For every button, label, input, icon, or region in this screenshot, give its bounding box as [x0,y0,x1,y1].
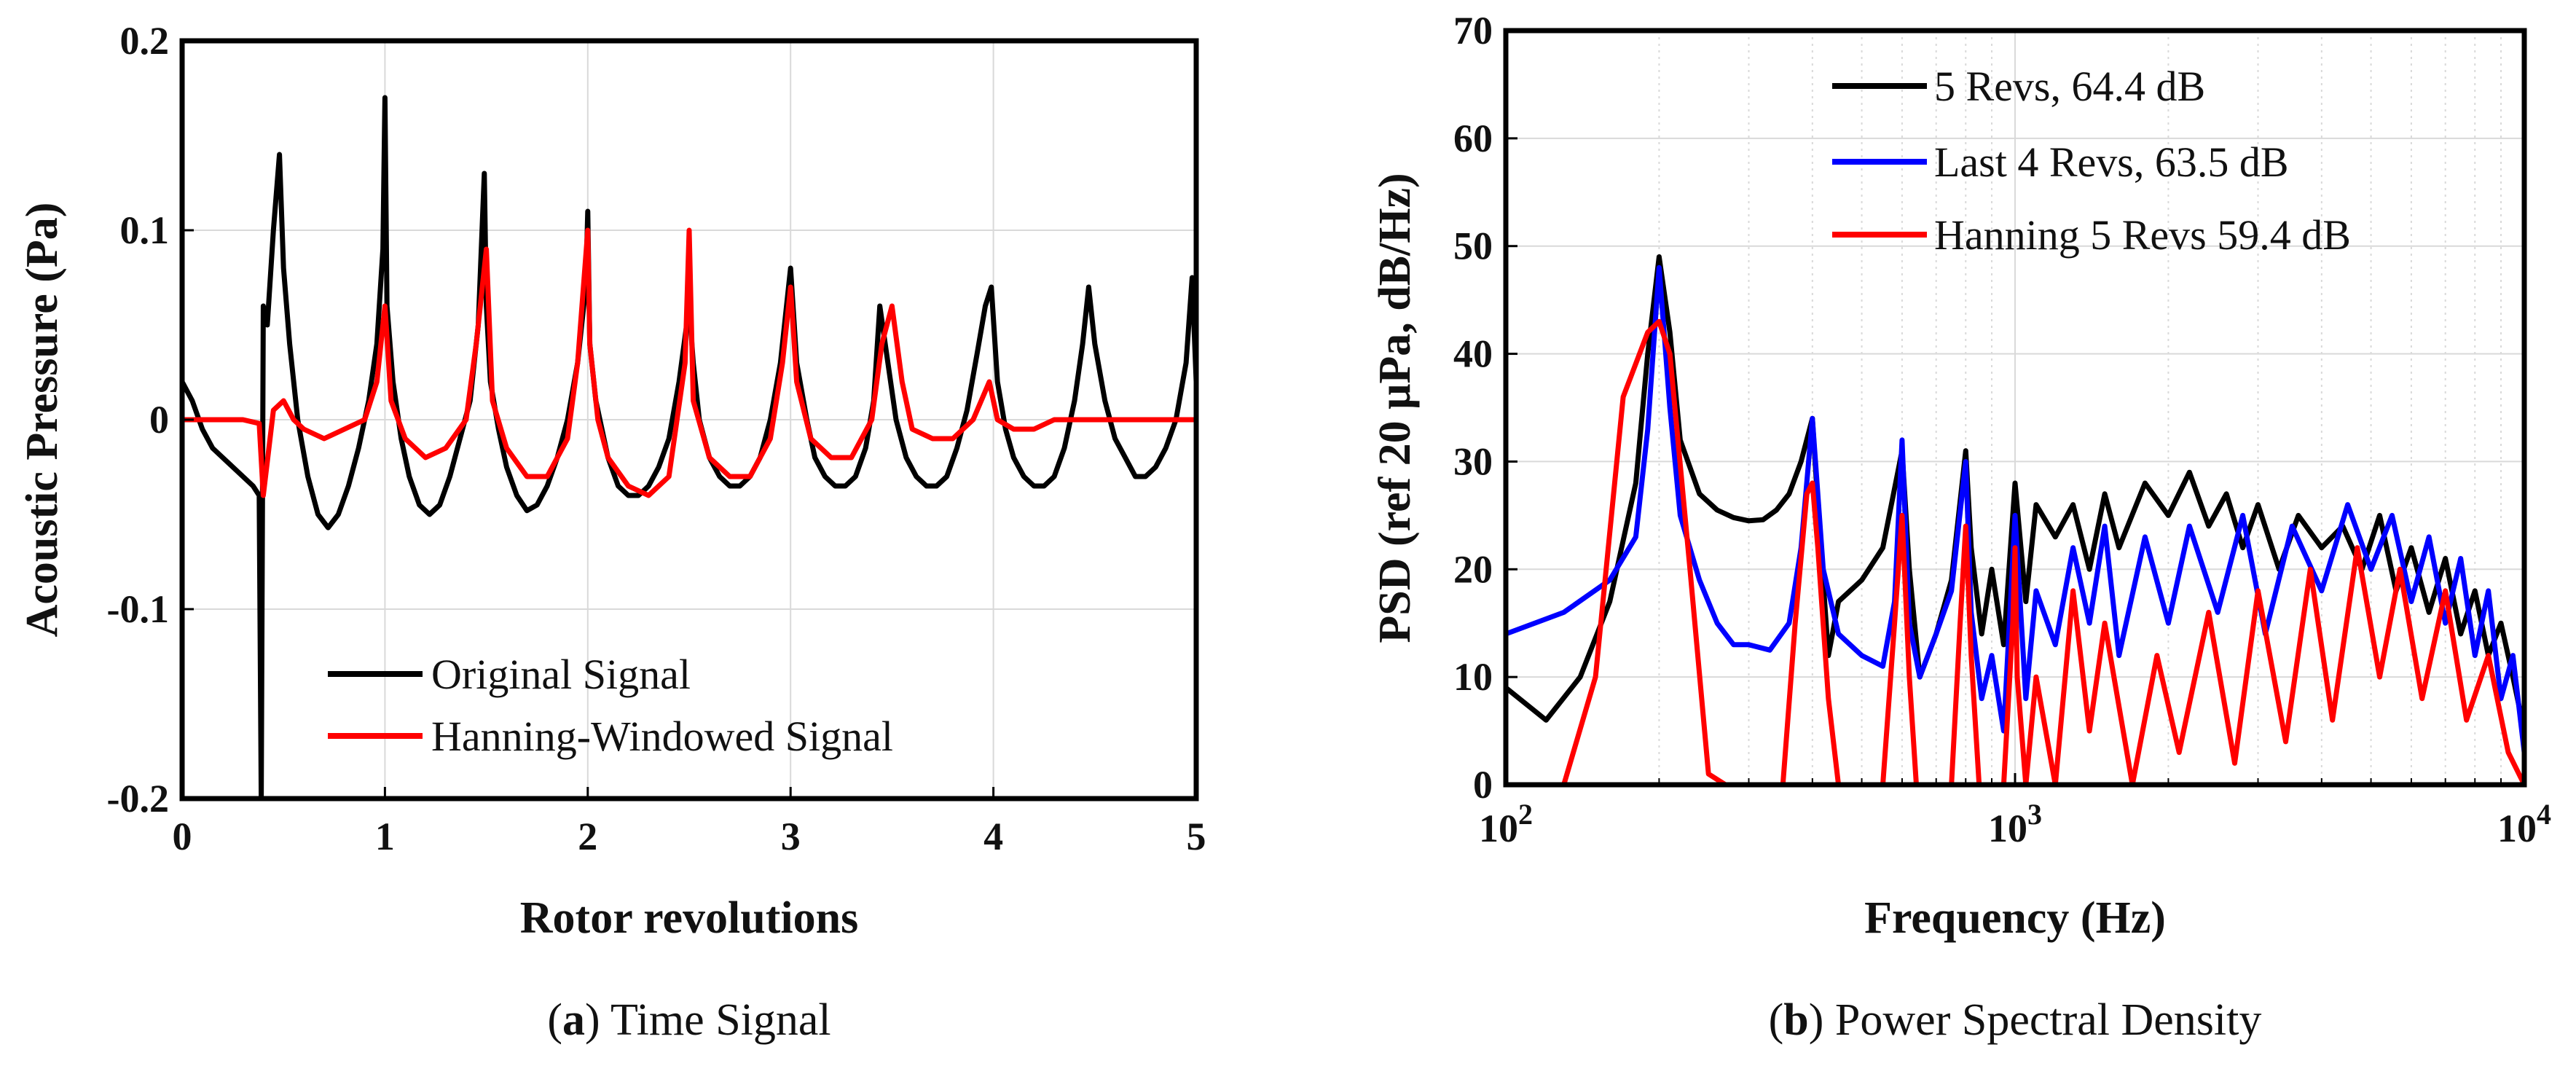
panel-a-caption-letter: a [562,995,585,1045]
panel-b-xlabel: Frequency (Hz) [1864,893,2166,943]
y-tick-label: 0.2 [120,19,170,63]
y-tick-label: 60 [1453,117,1493,160]
x-tick-label: 102 [1479,798,1533,850]
y-tick-label: 10 [1453,655,1493,699]
panel-b-caption-letter: b [1783,995,1808,1045]
series-original-signal-line [179,95,1199,802]
panel-a-caption: (a) Time Signal [547,995,830,1045]
x-tick-label: 4 [983,815,1003,858]
legend-label-original: Original Signal [431,651,691,698]
x-tick-label: 5 [1187,815,1206,858]
x-tick-label: 2 [578,815,597,858]
x-tick-label: 0 [173,815,192,858]
legend-label-hanning5revs: Hanning 5 Revs 59.4 dB [1934,211,2351,259]
panel-b-legend: 5 Revs, 64.4 dB Last 4 Revs, 63.5 dB Han… [1832,63,2351,259]
panel-a-xlabel: Rotor revolutions [520,893,858,943]
x-tick-label: 104 [2497,798,2551,850]
y-tick-label: 0 [1473,763,1493,807]
legend-label-last4revs: Last 4 Revs, 63.5 dB [1934,138,2289,186]
y-tick-label: 70 [1453,9,1493,52]
x-tick-label: 103 [1988,798,2042,850]
y-tick-label: 30 [1453,439,1493,483]
series-5-revs-line [1504,254,2527,732]
series-hanning-windowed-line [182,227,1196,498]
panel-a-series [179,95,1199,802]
y-tick-label: -0.1 [107,587,169,631]
panel-a-ticks: 0 1 2 3 4 5 -0.2 -0.1 0 0.1 0.2 [107,19,1206,858]
panel-b-ylabel: PSD (ref 20 μPa, dB/Hz) [1370,173,1420,643]
panel-b-caption-text: Power Spectral Density [1823,995,2261,1045]
y-tick-label: -0.2 [107,777,169,820]
legend-label-hanning: Hanning-Windowed Signal [431,713,893,760]
panel-b-ticks: 102 103 104 0 10 20 30 40 50 60 70 [1453,9,2551,850]
x-tick-label: 1 [375,815,395,858]
panel-a-legend: Original Signal Hanning-Windowed Signal [328,651,893,760]
series-hanning-5-revs-line [1561,318,2527,788]
y-tick-label: 50 [1453,224,1493,268]
y-tick-label: 20 [1453,547,1493,591]
series-last-4-revs-line [1504,264,2527,753]
y-tick-label: 0.1 [120,208,170,252]
legend-label-5revs: 5 Revs, 64.4 dB [1934,63,2205,110]
panel-a-time-signal: 0 1 2 3 4 5-0.2-0.100.10.2 Rotor revolutions … [17,19,1206,1045]
y-tick-label: 40 [1453,332,1493,376]
panel-a-ylabel: Acoustic Pressure (Pa) [17,203,67,638]
y-tick-label: 0 [149,398,169,442]
panel-a-caption-text: Time Signal [600,995,831,1045]
x-tick-label: 3 [781,815,801,858]
panel-b-caption: (b) Power Spectral Density [1769,995,2262,1045]
